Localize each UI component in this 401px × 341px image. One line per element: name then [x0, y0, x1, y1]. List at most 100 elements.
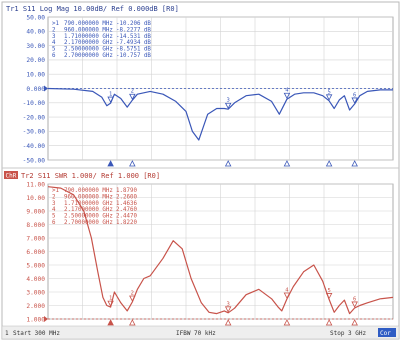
marker-readout-num: 2 — [52, 194, 56, 200]
marker-readout-freq: 960.000000 MHz — [64, 27, 113, 33]
status-stop: Stop 3 GHz — [330, 330, 367, 337]
trace-marker — [129, 295, 136, 302]
marker-readout-value: 1.8790 — [116, 188, 137, 194]
stimulus-marker — [129, 319, 136, 326]
stimulus-marker — [283, 160, 291, 167]
status-ifbw: IFBW 70 kHz — [176, 330, 216, 337]
marker-readout-num: >1 — [52, 21, 59, 27]
trace-marker — [325, 293, 333, 300]
stimulus-marker — [107, 160, 114, 167]
trace-marker — [283, 92, 291, 100]
stimulus-marker — [325, 319, 333, 326]
trace-marker — [107, 300, 114, 307]
marker-readout-freq: 1.71000000 GHz — [64, 201, 113, 207]
y-tick-label: 10.00 — [26, 195, 45, 202]
marker-readout-num: 2 — [52, 27, 56, 33]
marker-readout-freq: 960.000000 MHz — [64, 194, 113, 200]
marker-readout-freq: 2.17000000 GHz — [64, 207, 113, 213]
trace-marker-label: 3 — [227, 301, 230, 307]
y-tick-label: 30.00 — [26, 43, 45, 50]
trace-marker-label: 1 — [109, 92, 112, 98]
marker-readout-num: 6 — [52, 220, 56, 226]
trace-line — [47, 186, 394, 315]
y-tick-label: 10.00 — [26, 72, 45, 79]
marker-readout-num: >1 — [52, 188, 59, 194]
top-chart-title: Tr1 S11 Log Mag 10.00dB/ Ref 0.000dB [R0… — [6, 5, 179, 13]
y-tick-label: 0.000 — [26, 86, 45, 93]
trace-marker-label: 4 — [285, 88, 289, 94]
marker-readout-value: -10.206 dB — [116, 21, 151, 27]
trace-marker — [129, 93, 136, 101]
marker-readout-freq: 790.000000 MHz — [64, 21, 113, 27]
y-tick-label: 5.000 — [26, 262, 45, 269]
stimulus-marker — [224, 160, 232, 167]
y-tick-label: 7.000 — [26, 235, 45, 242]
trace-marker-label: 2 — [131, 89, 134, 95]
marker-readout-value: -7.4934 dB — [116, 40, 151, 46]
trace-marker-label: 6 — [353, 296, 356, 302]
marker-readout-value: 2.4760 — [116, 207, 137, 213]
trace-marker-label: 4 — [285, 288, 289, 294]
reference-arrow — [44, 316, 48, 322]
marker-readout-num: 4 — [52, 40, 56, 46]
top-chart-plot: 50.00 40.00 30.00 20.00 10.00 0.000 -10.00 -20.… — [23, 14, 394, 167]
y-tick-label: 40.00 — [26, 29, 45, 36]
marker-readout-freq: 790.000000 MHz — [64, 188, 113, 194]
reference-arrow — [44, 85, 48, 92]
marker-readout-num: 6 — [52, 53, 56, 59]
marker-readout-value: 2.4470 — [116, 214, 137, 220]
marker-readout-num: 4 — [52, 207, 56, 213]
y-tick-label: 20.00 — [26, 57, 45, 64]
y-tick-label: 6.000 — [26, 249, 45, 256]
stimulus-marker — [107, 319, 114, 326]
stimulus-marker — [283, 319, 291, 326]
status-tag: Cor — [380, 330, 391, 337]
trace-marker — [351, 301, 358, 308]
trace-marker — [224, 306, 232, 313]
stimulus-marker — [351, 319, 358, 326]
trace-marker-label: 5 — [327, 89, 330, 95]
trace-marker-label: 2 — [131, 290, 134, 296]
status-tag-box — [378, 328, 396, 337]
bottom-chart-title: Tr2 S11 SWR 1.000/ Ref 1.000 [R0] — [21, 172, 160, 180]
y-tick-label: 50.00 — [26, 14, 45, 21]
marker-readout-freq: 2.50000000 GHz — [64, 214, 113, 220]
y-tick-label: 11.00 — [26, 181, 45, 188]
marker-readout-value: 2.2600 — [116, 194, 137, 200]
y-tick-label: -10.00 — [23, 100, 46, 107]
stimulus-marker — [351, 160, 358, 167]
y-tick-label: -50.00 — [23, 157, 46, 164]
marker-readout-num: 3 — [52, 34, 56, 40]
marker-readout-value: -8.2277 dB — [116, 27, 151, 33]
stimulus-marker — [129, 160, 136, 167]
y-tick-label: 1.000 — [26, 316, 45, 323]
y-tick-label: -20.00 — [23, 114, 46, 121]
marker-readout-value: -14.531 dB — [116, 34, 151, 40]
trace-marker — [283, 292, 291, 299]
marker-readout-freq: 1.71000000 GHz — [64, 34, 113, 40]
y-tick-label: 2.000 — [26, 303, 45, 310]
y-tick-label: -30.00 — [23, 129, 46, 136]
bottom-chart-plot: 11.00 10.00 9.000 8.000 7.000 6.000 5.000 4.000… — [26, 181, 394, 326]
trace-marker-label: 6 — [353, 92, 356, 98]
y-tick-label: 9.000 — [26, 208, 45, 215]
trace-line — [47, 87, 393, 141]
trace-marker-label: 1 — [109, 296, 112, 302]
trace-marker — [107, 96, 114, 103]
marker-readout-freq: 2.50000000 GHz — [64, 47, 113, 53]
stimulus-marker — [325, 160, 333, 167]
channel-tag-box — [4, 171, 18, 179]
y-tick-label: -40.00 — [23, 143, 46, 150]
trace-marker — [351, 97, 358, 104]
channel-tag: ChR — [6, 173, 17, 180]
marker-readout-value: 1.8220 — [116, 220, 137, 226]
marker-readout-value: -10.757 dB — [116, 53, 151, 59]
y-tick-label: 3.000 — [26, 289, 45, 296]
trace-marker-label: 5 — [327, 288, 330, 294]
y-tick-label: 4.000 — [26, 276, 45, 283]
marker-readout-num: 3 — [52, 201, 56, 207]
marker-readout-num: 5 — [52, 214, 56, 220]
y-tick-label: 8.000 — [26, 222, 45, 229]
